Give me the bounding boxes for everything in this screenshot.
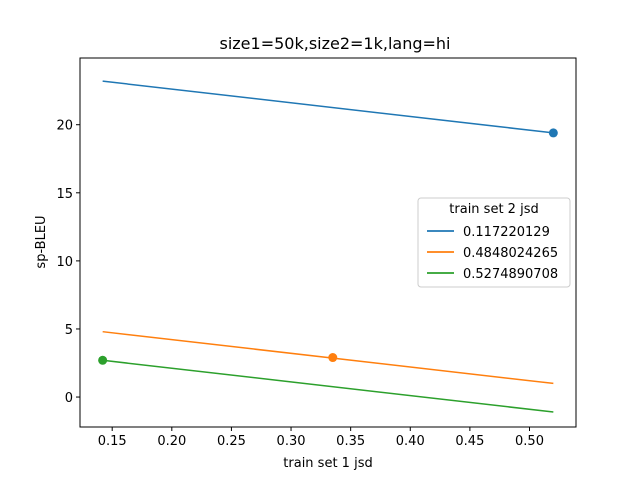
y-tick-label: 20: [56, 119, 73, 134]
legend-entries: 0.117220129 0.4848024265 0.5274890708: [427, 225, 558, 282]
x-tick-label: 0.45: [455, 434, 484, 449]
series-point-3: [98, 355, 108, 365]
series-line-3: [102, 359, 554, 413]
series-line-1: [102, 80, 554, 134]
x-tick-label: 0.20: [157, 434, 186, 449]
chart-title: size1=50k,size2=1k,lang=hi: [220, 34, 451, 53]
series-point-1: [548, 128, 558, 138]
x-axis-label: train set 1 jsd: [283, 456, 372, 471]
legend-title: train set 2 jsd: [449, 202, 538, 217]
series-line-2: [102, 330, 554, 385]
x-tick-label: 0.15: [98, 434, 127, 449]
plot-frame: [79, 57, 577, 428]
series-layer: [98, 80, 558, 413]
legend-label-3: 0.5274890708: [463, 267, 558, 282]
x-tick-label: 0.35: [336, 434, 365, 449]
series-point-2: [328, 353, 338, 363]
x-tick-label: 0.50: [515, 434, 544, 449]
y-axis-label: sp-BLEU: [34, 215, 49, 268]
y-tick-label: 15: [56, 187, 73, 202]
x-tick-label: 0.25: [217, 434, 246, 449]
y-axis: 0 5 10 15 20: [56, 119, 80, 406]
legend-label-1: 0.117220129: [463, 225, 550, 240]
y-tick-label: 0: [65, 391, 73, 406]
y-tick-label: 5: [65, 323, 73, 338]
x-tick-label: 0.30: [277, 434, 306, 449]
x-tick-label: 0.40: [396, 434, 425, 449]
legend: train set 2 jsd 0.1172201290.48480242650…: [417, 197, 571, 288]
y-tick-label: 10: [56, 255, 73, 270]
x-axis: 0.15 0.20 0.25 0.30 0.35 0.40 0.45 0.50: [98, 427, 544, 449]
legend-label-2: 0.4848024265: [463, 246, 558, 261]
legend-box: [417, 197, 571, 288]
